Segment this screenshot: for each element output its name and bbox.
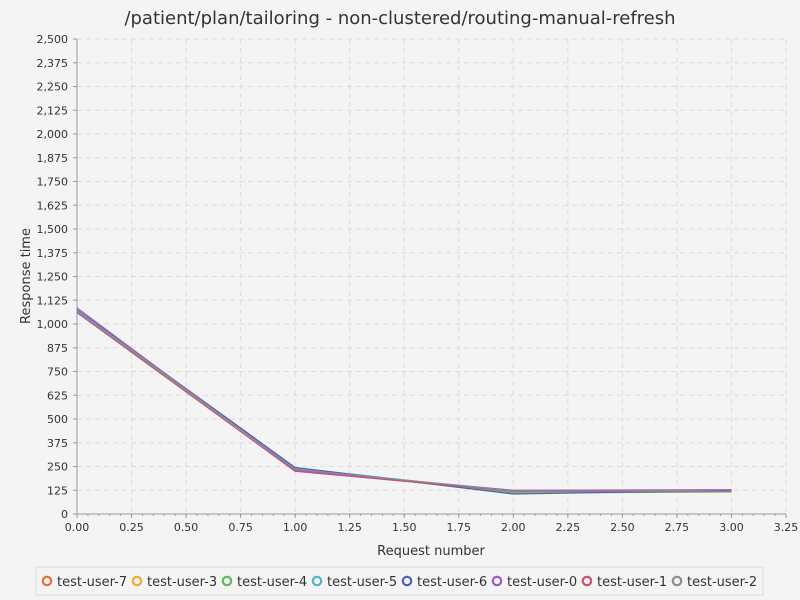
x-tick-label: 2.50 [610, 521, 635, 534]
legend-label: test-user-0 [507, 575, 577, 590]
y-tick-label: 1,875 [37, 152, 69, 165]
y-tick-label: 875 [47, 342, 68, 355]
legend-label: test-user-7 [57, 575, 127, 590]
y-axis-label: Response time [19, 228, 34, 324]
x-tick-label: 0.25 [119, 521, 144, 534]
y-tick-label: 1,625 [37, 199, 69, 212]
y-tick-label: 2,500 [37, 33, 69, 46]
legend-label: test-user-3 [147, 575, 217, 590]
legend-label: test-user-4 [237, 575, 307, 590]
legend-item: test-user-4 [221, 575, 307, 590]
legend-marker-icon [401, 575, 413, 587]
legend-item: test-user-1 [581, 575, 667, 590]
legend-box [35, 566, 764, 596]
legend-label: test-user-2 [687, 575, 757, 590]
x-tick-label: 1.25 [337, 521, 362, 534]
series-line-test-user-2 [76, 309, 732, 492]
x-tick-label: 0.75 [228, 521, 253, 534]
y-tick-label: 375 [47, 437, 68, 450]
x-tick-label: 0.00 [65, 521, 90, 534]
x-tick-label: 0.50 [174, 521, 199, 534]
series-lines [76, 307, 732, 495]
legend-label: test-user-6 [417, 575, 487, 590]
x-tick-label: 2.25 [556, 521, 581, 534]
axes: 0.00 0.25 0.50 0.75 1.00 1.25 1.50 1.75 2.00 2.25… [37, 33, 799, 534]
legend-item: test-user-2 [671, 575, 757, 590]
legend-marker-icon [581, 575, 593, 587]
legend-item: test-user-5 [311, 575, 397, 590]
y-tick-label: 2,375 [37, 57, 69, 70]
x-axis-label: Request number [377, 544, 485, 559]
x-tick-label: 2.75 [665, 521, 690, 534]
legend-marker-icon [41, 575, 53, 587]
x-tick-label: 3.00 [719, 521, 744, 534]
legend-label: test-user-1 [597, 575, 667, 590]
y-tick-label: 125 [47, 484, 68, 497]
legend-marker-icon [221, 575, 233, 587]
legend-marker-icon [131, 575, 143, 587]
x-tick-label: 1.00 [283, 521, 308, 534]
legend-item: test-user-3 [131, 575, 217, 590]
y-tick-label: 2,250 [37, 81, 69, 94]
y-tick-label: 1,500 [37, 223, 69, 236]
grid [76, 38, 787, 515]
y-tick-label: 1,375 [37, 247, 69, 260]
y-tick-label: 625 [47, 389, 68, 402]
y-tick-label: 2,000 [37, 128, 69, 141]
y-tick-label: 500 [47, 413, 68, 426]
legend-label: test-user-5 [327, 575, 397, 590]
chart-title: /patient/plan/tailoring - non-clustered/… [124, 8, 675, 29]
legend-marker-icon [671, 575, 683, 587]
y-tick-label: 1,000 [37, 318, 69, 331]
legend-item: test-user-6 [401, 575, 487, 590]
y-tick-label: 0 [61, 508, 68, 521]
y-tick-label: 750 [47, 366, 68, 379]
legend: test-user-7 test-user-3 test-user-4 test-us… [35, 566, 764, 596]
y-tick-label: 2,125 [37, 104, 69, 117]
legend-marker-icon [491, 575, 503, 587]
y-tick-label: 250 [47, 461, 68, 474]
legend-marker-icon [311, 575, 323, 587]
legend-item: test-user-7 [41, 575, 127, 590]
x-tick-label: 2.00 [501, 521, 526, 534]
y-tick-label: 1,125 [37, 294, 69, 307]
y-tick-label: 1,250 [37, 271, 69, 284]
x-tick-label: 1.50 [392, 521, 417, 534]
x-tick-label: 3.25 [774, 521, 799, 534]
y-tick-label: 1,750 [37, 176, 69, 189]
x-tick-label: 1.75 [447, 521, 472, 534]
legend-item: test-user-0 [491, 575, 577, 590]
